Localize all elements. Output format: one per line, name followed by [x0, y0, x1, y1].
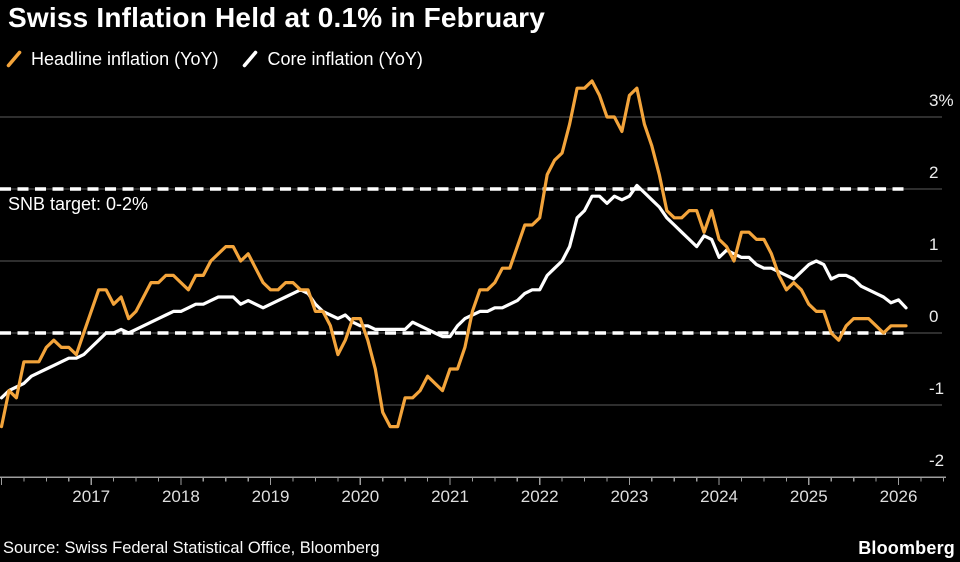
- x-axis-label-2018: 2018: [161, 487, 200, 506]
- y-axis-label-1: 1: [929, 235, 939, 254]
- legend-item-headline: Headline inflation (YoY): [6, 49, 218, 70]
- x-axis-label-2025: 2025: [789, 487, 828, 506]
- line-swatch-icon: [243, 50, 258, 68]
- source-attribution: Source: Swiss Federal Statistical Office…: [3, 539, 380, 557]
- legend-item-core: Core inflation (YoY): [242, 48, 423, 70]
- x-axis-label-2022: 2022: [520, 487, 559, 506]
- y-axis-label-0: 0: [929, 307, 939, 326]
- y-axis-label--2: -2: [929, 451, 945, 470]
- legend: Headline inflation (YoY) Core inflation (…: [6, 46, 447, 72]
- x-axis-label-2021: 2021: [431, 487, 469, 506]
- x-axis-label-2019: 2019: [251, 487, 290, 506]
- y-axis-label-2: 2: [929, 163, 939, 182]
- y-axis-label--1: -1: [929, 379, 945, 398]
- legend-label: Headline inflation (YoY): [31, 48, 219, 69]
- bloomberg-logo: Bloomberg: [858, 538, 955, 558]
- x-axis-label-2020: 2020: [341, 487, 380, 506]
- x-axis-label-2026: 2026: [879, 487, 918, 506]
- chart-title: Swiss Inflation Held at 0.1% in February: [8, 2, 546, 33]
- x-axis-label-2023: 2023: [610, 487, 649, 506]
- line-swatch-icon: [6, 50, 22, 68]
- legend-label: Core inflation (YoY): [267, 48, 423, 69]
- y-axis-label-3%: 3%: [929, 91, 954, 110]
- headline-inflation-line: [0, 79, 908, 429]
- core-inflation-line: [0, 183, 908, 400]
- snb-target-annotation: SNB target: 0-2%: [8, 194, 149, 214]
- x-axis-label-2017: 2017: [72, 487, 111, 506]
- x-axis-label-2024: 2024: [700, 487, 739, 506]
